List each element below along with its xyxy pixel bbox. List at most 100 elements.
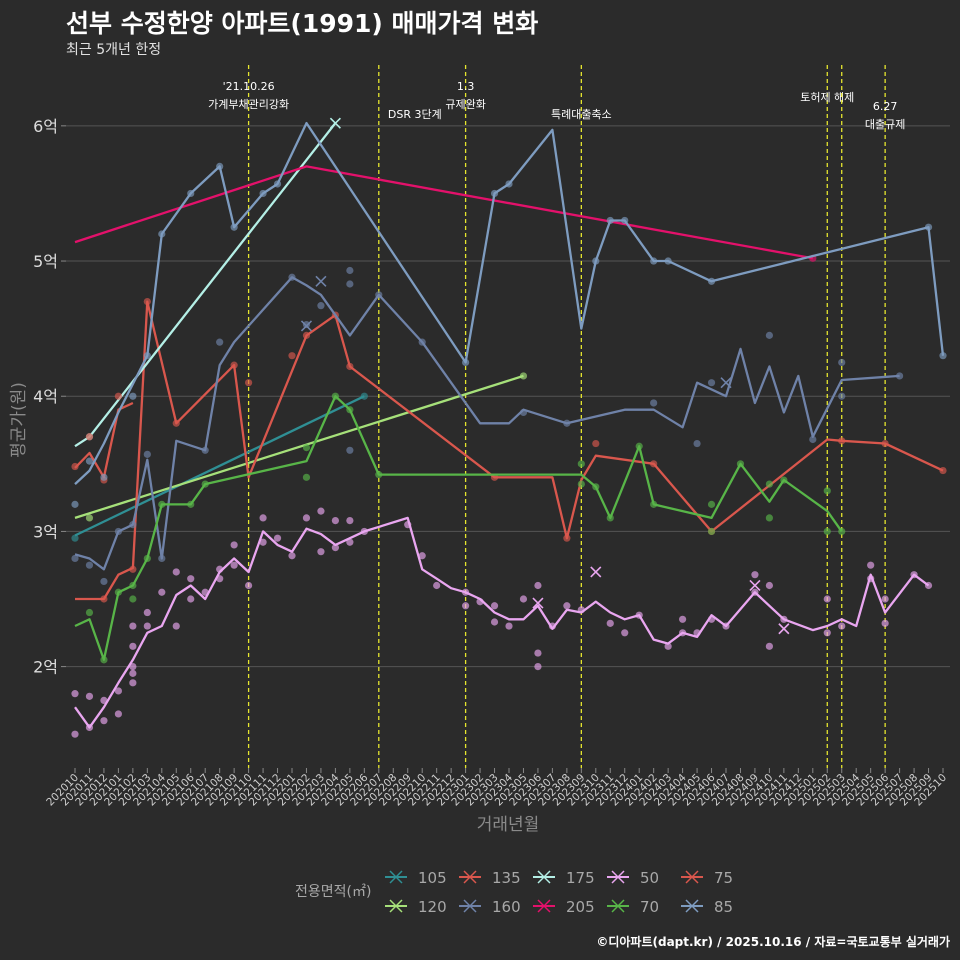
legend-label: 85 — [714, 898, 733, 916]
data-point — [765, 581, 774, 590]
event-label: 대출규제 — [865, 118, 905, 131]
legend-key-cross — [389, 870, 403, 884]
data-point — [302, 473, 311, 481]
data-point — [664, 642, 672, 650]
legend-item-50[interactable]: 50 — [607, 869, 659, 887]
data-point — [838, 622, 846, 630]
data-point — [302, 443, 311, 452]
data-point — [765, 642, 774, 650]
data-point — [158, 588, 166, 596]
series-line — [74, 121, 945, 485]
data-point — [679, 615, 687, 623]
series-120 — [74, 372, 528, 522]
data-point — [809, 435, 817, 444]
data-point — [259, 514, 267, 522]
legend-key-cross — [537, 870, 551, 884]
data-point — [577, 460, 585, 468]
legend-item-175[interactable]: 175 — [533, 869, 595, 887]
legend-label: 135 — [492, 869, 521, 887]
legend-label: 120 — [418, 898, 447, 916]
cross-marker — [532, 597, 544, 609]
data-point — [693, 439, 701, 448]
legend-item-160[interactable]: 160 — [459, 898, 521, 916]
data-point — [765, 480, 774, 488]
series-line — [74, 122, 337, 448]
data-point — [490, 602, 499, 610]
legend-title: 전용면적(㎡) — [295, 884, 371, 900]
data-point — [317, 548, 325, 556]
data-point — [592, 439, 600, 448]
legend-key-cross — [463, 870, 477, 884]
data-point — [230, 541, 238, 549]
data-point — [650, 399, 658, 407]
cross-stroke — [720, 377, 732, 389]
data-point — [751, 571, 759, 579]
y-tick-label: 2억 — [33, 658, 58, 677]
legend-label: 160 — [492, 898, 521, 916]
cross-marker — [329, 117, 341, 129]
data-point — [823, 527, 831, 536]
legend-item-205[interactable]: 205 — [533, 898, 595, 916]
data-point — [606, 619, 614, 627]
legend-item-120[interactable]: 120 — [385, 898, 447, 916]
data-point — [707, 500, 716, 508]
cross-marker — [315, 275, 327, 287]
series-line — [74, 276, 900, 571]
legend-item-105[interactable]: 105 — [385, 869, 447, 887]
data-point — [129, 565, 137, 573]
data-point — [85, 514, 94, 522]
data-point — [823, 487, 831, 495]
data-point — [85, 457, 94, 465]
legend-label: 75 — [714, 869, 733, 887]
event-label: 토허제 해제 — [800, 90, 854, 104]
y-axis: 2억 3억 4억 5억 6억 — [33, 117, 66, 677]
series-line — [74, 395, 843, 661]
data-point — [216, 338, 224, 346]
data-point — [621, 629, 629, 637]
data-point — [259, 538, 267, 546]
data-point — [433, 581, 441, 590]
data-point — [317, 507, 325, 515]
data-point — [187, 575, 195, 583]
legend[interactable]: 전용면적(㎡) 105 120 135 160 175 205 50 70 75 85 — [295, 869, 733, 916]
legend-key-cross — [685, 870, 699, 884]
data-point — [129, 679, 137, 687]
legend-key-cross — [389, 899, 403, 913]
data-point — [346, 446, 354, 454]
data-point — [143, 622, 151, 630]
legend-item-75[interactable]: 75 — [681, 869, 733, 887]
data-point — [288, 352, 296, 360]
event-label: 1.3 — [457, 80, 475, 93]
data-point — [346, 280, 354, 288]
legend-item-70[interactable]: 70 — [607, 898, 659, 916]
legend-label: 105 — [418, 869, 447, 887]
data-point — [71, 730, 79, 738]
cross-stroke — [590, 566, 602, 578]
legend-item-135[interactable]: 135 — [459, 869, 521, 887]
data-point — [129, 642, 137, 650]
legend-key-cross — [537, 899, 551, 913]
data-point — [114, 687, 122, 695]
data-point — [85, 561, 94, 569]
event-label: DSR 3단계 — [388, 108, 442, 121]
data-point — [85, 692, 94, 700]
chart-subtitle: 최근 5개년 한정 — [66, 42, 162, 58]
cross-stroke — [532, 597, 544, 609]
legend-item-85[interactable]: 85 — [681, 898, 733, 916]
cross-marker — [749, 579, 761, 592]
source-caption: ©디아파트(dapt.kr) / 2025.10.16 / 자료=국토교통부 실… — [596, 935, 950, 949]
data-point — [346, 538, 354, 546]
data-point — [187, 595, 195, 603]
data-point — [418, 552, 426, 560]
data-point — [823, 595, 831, 603]
series-line — [74, 165, 814, 260]
data-point — [129, 392, 137, 400]
data-point — [245, 379, 253, 387]
series-50 — [71, 507, 933, 738]
series-line — [74, 516, 930, 729]
cross-marker — [778, 623, 790, 635]
data-point — [302, 514, 311, 522]
event-label: '21.10.26 — [223, 80, 275, 93]
data-point — [71, 500, 79, 508]
